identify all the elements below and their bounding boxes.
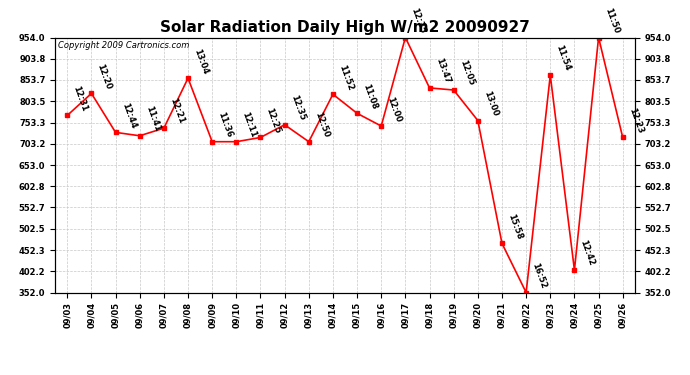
Text: 11:41: 11:41 [144, 105, 161, 133]
Text: 12:25: 12:25 [265, 106, 282, 135]
Text: 11:50: 11:50 [603, 6, 620, 35]
Text: 12:35: 12:35 [410, 6, 427, 35]
Text: 12:05: 12:05 [458, 59, 475, 87]
Text: 13:00: 13:00 [482, 90, 500, 118]
Text: 12:35: 12:35 [289, 94, 306, 122]
Text: 12:00: 12:00 [386, 95, 403, 123]
Text: 13:04: 13:04 [193, 47, 210, 75]
Text: 16:52: 16:52 [531, 261, 548, 290]
Text: 11:08: 11:08 [362, 82, 379, 111]
Text: 12:20: 12:20 [96, 62, 113, 91]
Text: 12:21: 12:21 [168, 97, 186, 125]
Text: 15:58: 15:58 [506, 212, 524, 241]
Text: 12:44: 12:44 [120, 101, 137, 130]
Text: 11:36: 11:36 [217, 111, 234, 139]
Text: 12:23: 12:23 [627, 106, 644, 135]
Text: 12:42: 12:42 [579, 239, 596, 267]
Text: 11:54: 11:54 [555, 44, 572, 72]
Text: Copyright 2009 Cartronics.com: Copyright 2009 Cartronics.com [58, 41, 190, 50]
Text: 11:52: 11:52 [337, 63, 355, 92]
Text: 12:50: 12:50 [313, 111, 331, 139]
Text: 12:11: 12:11 [241, 111, 258, 139]
Text: 13:47: 13:47 [434, 57, 451, 85]
Text: 12:31: 12:31 [72, 84, 89, 112]
Title: Solar Radiation Daily High W/m2 20090927: Solar Radiation Daily High W/m2 20090927 [160, 20, 530, 35]
